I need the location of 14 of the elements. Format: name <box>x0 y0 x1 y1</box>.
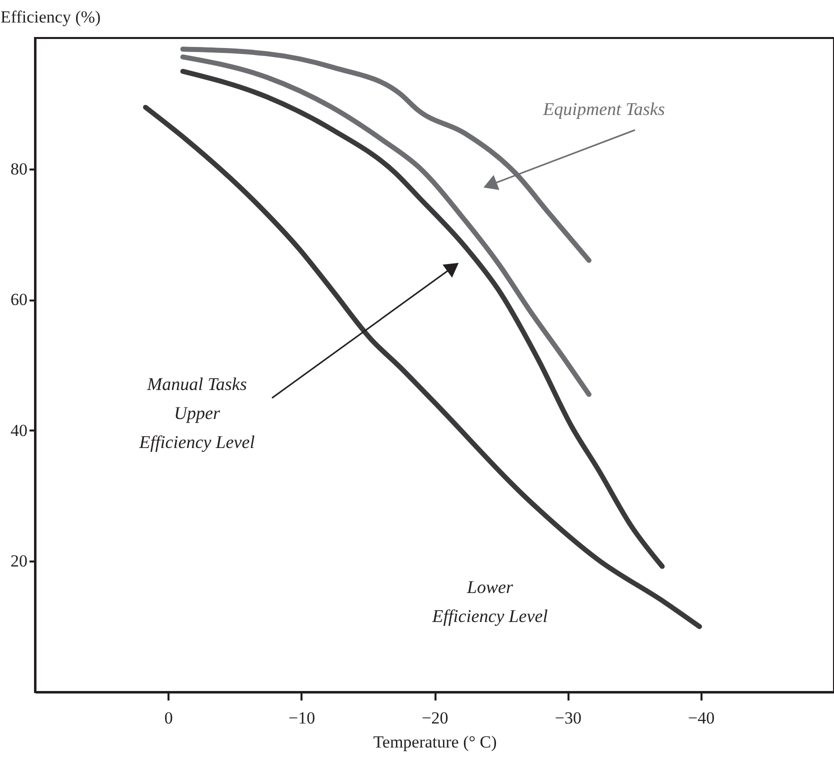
y-tick-label: 40 <box>10 420 28 440</box>
y-tick-label: 20 <box>10 552 28 571</box>
x-tick-label: −20 <box>422 708 448 728</box>
x-axis-title: Temperature (° C) <box>373 732 497 752</box>
x-tick-label: −10 <box>288 708 316 728</box>
y-tick-label: 60 <box>10 290 28 310</box>
annotation: Manual Tasks Upper Efficiency Level <box>138 374 255 452</box>
x-tick-label: −30 <box>554 708 582 728</box>
y-axis-title: Efficiency (%) <box>0 8 101 26</box>
x-tick-label: 0 <box>164 708 173 728</box>
annotation: Lower Efficiency Level <box>431 577 548 626</box>
annotation: Equipment Tasks <box>542 99 665 119</box>
y-tick-label: 80 <box>10 159 28 178</box>
x-tick-label: −40 <box>688 708 715 728</box>
